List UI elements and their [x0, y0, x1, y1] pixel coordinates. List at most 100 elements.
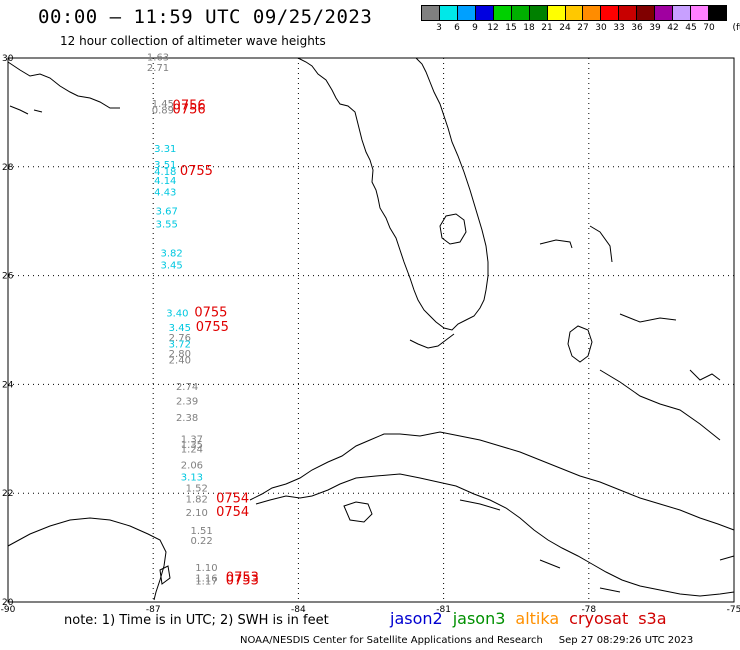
color-scale-swatches — [421, 5, 727, 21]
wave-height-value: 3.51 — [154, 160, 176, 171]
wave-height-value: 3.72 — [169, 339, 191, 350]
wave-height-value: 2.76 — [169, 333, 191, 344]
wave-height-value: 4.43 — [154, 188, 176, 199]
bahamas-eleuthera — [619, 313, 677, 323]
scale-label: 12 — [487, 23, 499, 33]
satellite-legend: jason2 jason3 altika cryosat s3a — [390, 609, 667, 628]
wave-height-value: 1.63 — [147, 53, 169, 64]
lon-tick-label: -84 — [291, 605, 306, 615]
scale-label: 18 — [523, 23, 535, 33]
wave-height-value: 1.51 — [190, 526, 212, 537]
wave-height-value: 2.38 — [176, 413, 198, 424]
wave-height-value: 3.67 — [156, 207, 178, 218]
wave-height-value: 0.22 — [190, 536, 212, 547]
scale-label: 21 — [541, 23, 553, 33]
scale-swatch — [475, 6, 494, 20]
lat-tick-label: 28 — [2, 163, 14, 173]
wave-height-value: 3.45 — [169, 323, 191, 334]
cozumel-island — [159, 565, 171, 585]
wave-height-value: 2.40 — [169, 356, 191, 367]
scale-label: 30 — [595, 23, 607, 33]
map-subtitle: 12 hour collection of altimeter wave hei… — [60, 34, 326, 48]
wave-height-value: 3.55 — [156, 220, 178, 231]
wave-height-value: 1.37 — [181, 435, 203, 446]
cuba-south-coast — [255, 473, 735, 597]
scale-swatch — [583, 6, 602, 20]
scale-swatch — [619, 6, 638, 20]
scale-swatch — [637, 6, 656, 20]
graticule — [7, 57, 735, 603]
lat-tick-label: 26 — [2, 272, 14, 282]
scale-label: 15 — [505, 23, 517, 33]
scale-swatch — [529, 6, 548, 20]
observation-time-label: 0753 — [226, 574, 259, 589]
isle-of-youth — [343, 501, 373, 523]
scale-swatch — [673, 6, 692, 20]
scale-label: 3 — [436, 23, 442, 33]
bahamas-island-andros — [567, 325, 593, 363]
wave-height-value: 1.24 — [181, 444, 203, 455]
scale-swatch — [457, 6, 476, 20]
credit-line: NOAA/NESDIS Center for Satellite Applica… — [240, 635, 693, 646]
wave-height-value: 1.17 — [195, 577, 217, 588]
satellite-legend-item: altika — [515, 609, 560, 628]
lon-tick-label: -78 — [581, 605, 596, 615]
east-coast-hint — [719, 555, 735, 561]
wave-height-value: 2.39 — [176, 397, 198, 408]
cuba-north-coast — [249, 431, 735, 531]
lon-tick-label: -87 — [146, 605, 161, 615]
florida-coastline — [297, 57, 489, 331]
observation-time-label: 0753 — [226, 570, 259, 585]
panhandle-coast — [7, 61, 120, 109]
lon-tick-label: -90 — [1, 605, 16, 615]
lat-tick-label: 30 — [2, 54, 14, 64]
lake-okeechobee — [439, 213, 467, 245]
satellite-legend-item: cryosat — [569, 609, 629, 628]
wave-height-value: 1.35 — [181, 440, 203, 451]
wave-height-value: 3.13 — [181, 473, 203, 484]
yucatan-coast — [7, 517, 167, 601]
bahamas-exuma — [599, 369, 721, 441]
scale-label: 36 — [631, 23, 643, 33]
wave-height-value: 0.89 — [152, 105, 174, 116]
wave-height-value: 1.16 — [195, 573, 217, 584]
wave-height-value: 3.31 — [154, 144, 176, 155]
wave-height-value: 3.82 — [160, 249, 182, 260]
footnote: note: 1) Time is in UTC; 2) SWH is in fe… — [64, 613, 329, 628]
wave-height-value: 1.10 — [195, 563, 217, 574]
scale-label: 70 — [703, 23, 715, 33]
bahamas-long-island — [689, 369, 721, 381]
scale-label: 45 — [685, 23, 697, 33]
wave-height-value: 2.74 — [176, 382, 198, 393]
wave-height-value: 2.10 — [186, 508, 208, 519]
scale-swatch — [601, 6, 620, 20]
observation-time-label: 0755 — [194, 305, 227, 320]
wave-height-value: 1.45 — [152, 99, 174, 110]
scale-swatch — [691, 6, 709, 20]
map-title: 00:00 – 11:59 UTC 09/25/2023 — [38, 6, 373, 28]
scale-swatch — [565, 6, 584, 20]
wave-observations: 1.632.71 1.450.89 3.31 3.514.184.144.43 3.67… — [147, 53, 218, 588]
observation-time-label: 0756 — [173, 102, 206, 117]
scale-label: 9 — [472, 23, 478, 33]
gulf-barrier-islands — [9, 105, 43, 115]
scale-swatch — [547, 6, 566, 20]
florida-bay-coast — [409, 333, 455, 349]
bahamas-abaco — [589, 225, 613, 263]
observation-time-label: 0754 — [216, 505, 249, 520]
lon-tick-label: -75 — [727, 605, 740, 615]
scale-swatch — [493, 6, 512, 20]
scale-label: 42 — [667, 23, 679, 33]
coastlines — [7, 57, 735, 601]
observation-time-label: 0754 — [216, 491, 249, 506]
bahamas-grand-bahama — [539, 239, 573, 249]
scale-label: 33 — [613, 23, 625, 33]
scale-label: 6 — [454, 23, 460, 33]
scale-swatch — [439, 6, 458, 20]
map-frame — [7, 57, 735, 603]
wave-height-value: 2.06 — [181, 461, 203, 472]
